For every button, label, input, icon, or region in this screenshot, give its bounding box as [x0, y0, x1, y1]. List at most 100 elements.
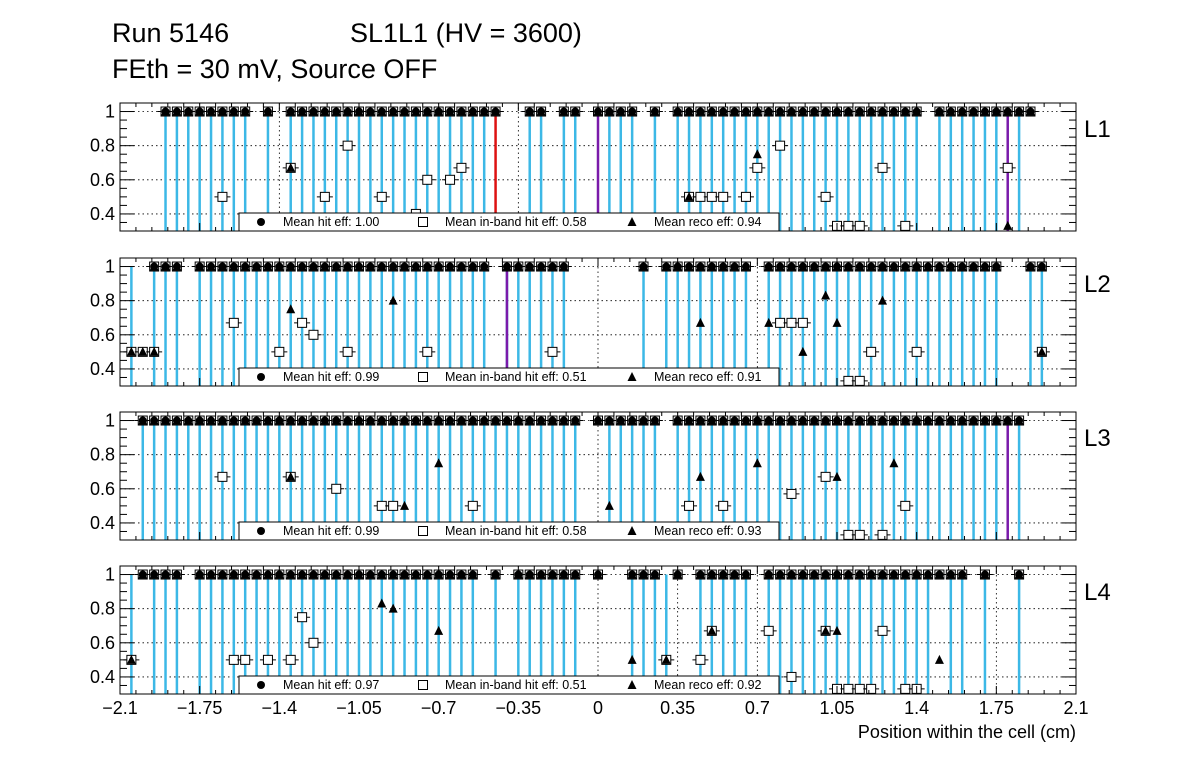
inband-point: [331, 483, 342, 494]
hit-point: [468, 416, 477, 425]
conditions-title: FEth = 30 mV, Source OFF: [112, 54, 437, 84]
hit-point: [400, 262, 409, 271]
inband-point: [843, 683, 854, 694]
hit-point: [810, 416, 819, 425]
hit-point: [844, 262, 853, 271]
hit-point: [776, 570, 785, 579]
hit-point: [992, 262, 1001, 271]
hit-point: [685, 262, 694, 271]
hit-point: [946, 570, 955, 579]
y-tick-label: 1: [105, 257, 115, 277]
hit-point: [855, 416, 864, 425]
hit-point: [935, 570, 944, 579]
hit-point: [878, 262, 887, 271]
inband-point: [820, 191, 831, 202]
hit-point: [1026, 262, 1035, 271]
legend-marker-reco: [627, 372, 637, 381]
hit-point: [241, 107, 250, 116]
inband-point: [786, 671, 797, 682]
hit-point: [275, 262, 284, 271]
hit-point: [355, 262, 363, 271]
hit-point: [798, 107, 807, 116]
hit-point: [525, 107, 534, 116]
inband-point: [706, 191, 717, 202]
hit-point: [172, 570, 181, 579]
hit-point: [753, 107, 762, 116]
reco-point: [878, 295, 888, 305]
hit-point: [958, 262, 967, 271]
reco-point: [832, 317, 842, 327]
hit-point: [480, 416, 489, 425]
reco-point: [138, 346, 148, 356]
legend: Mean hit eff: 0.97 Mean in-band hit eff: …: [238, 675, 780, 695]
hit-point: [218, 107, 227, 116]
inband-point: [376, 191, 387, 202]
panel-l4: 0.4 0.6 0.8 1 L4 Mean hit eff: 0.97 Mean in-ba…: [90, 565, 1111, 695]
hit-point: [343, 416, 352, 425]
hit-point: [218, 570, 227, 579]
hit-point: [958, 570, 967, 579]
hit-point: [446, 107, 455, 116]
legend-box: [238, 521, 780, 541]
reco-point: [286, 162, 296, 172]
hit-point: [491, 107, 500, 116]
hit-point: [150, 262, 159, 271]
inband-point: [274, 346, 285, 357]
reco-point: [752, 458, 762, 468]
hit-point: [719, 416, 728, 425]
hit-point: [707, 416, 716, 425]
hit-point: [707, 262, 716, 271]
hit-point: [400, 570, 409, 579]
reco-point: [707, 625, 717, 635]
hit-point: [446, 570, 455, 579]
x-tick-label: 0: [593, 698, 603, 718]
hit-point: [559, 570, 568, 579]
y-tick-label: 1: [105, 565, 115, 585]
y-tick-label: 0.6: [90, 633, 115, 653]
reco-point: [684, 191, 694, 201]
chamber-title: SL1L1 (HV = 3600): [350, 18, 582, 48]
inband-point: [1002, 162, 1013, 173]
legend-hit-label: Mean hit eff: 0.99: [283, 524, 379, 538]
hit-point: [434, 570, 443, 579]
hit-point: [889, 107, 898, 116]
reco-point: [434, 625, 444, 635]
hit-point: [980, 262, 989, 271]
hit-point: [571, 416, 580, 425]
legend-inband-label: Mean in-band hit eff: 0.51: [445, 678, 587, 692]
inband-point: [763, 625, 774, 636]
hit-point: [514, 416, 523, 425]
hit-point: [594, 570, 602, 579]
inband-point: [797, 317, 808, 328]
x-tick-label: −0.7: [421, 698, 457, 718]
reco-point: [286, 304, 296, 314]
legend-hit-label: Mean hit eff: 1.00: [283, 215, 379, 229]
reco-point: [604, 500, 614, 510]
hit-point: [514, 570, 523, 579]
hit-point: [548, 262, 557, 271]
hit-point: [730, 570, 739, 579]
reco-point: [400, 500, 410, 510]
reco-point: [286, 471, 296, 481]
hit-point: [411, 107, 420, 116]
hit-point: [514, 262, 523, 271]
hit-point: [480, 107, 489, 116]
hit-point: [286, 416, 295, 425]
hit-point: [218, 416, 227, 425]
hit-point: [332, 570, 341, 579]
hit-point: [741, 570, 750, 579]
hit-point: [980, 107, 989, 116]
y-tick-label: 1: [105, 411, 115, 431]
hit-point: [150, 416, 159, 425]
hit-point: [1015, 107, 1024, 116]
hit-point: [867, 416, 876, 425]
inband-point: [775, 317, 786, 328]
x-tick-label: 1.4: [904, 698, 929, 718]
hit-point: [889, 262, 898, 271]
hit-point: [411, 570, 420, 579]
hit-point: [537, 570, 546, 579]
reco-point: [126, 654, 136, 664]
y-tick-label: 0.4: [90, 513, 115, 533]
hit-point: [980, 416, 989, 425]
hit-point: [798, 416, 807, 425]
